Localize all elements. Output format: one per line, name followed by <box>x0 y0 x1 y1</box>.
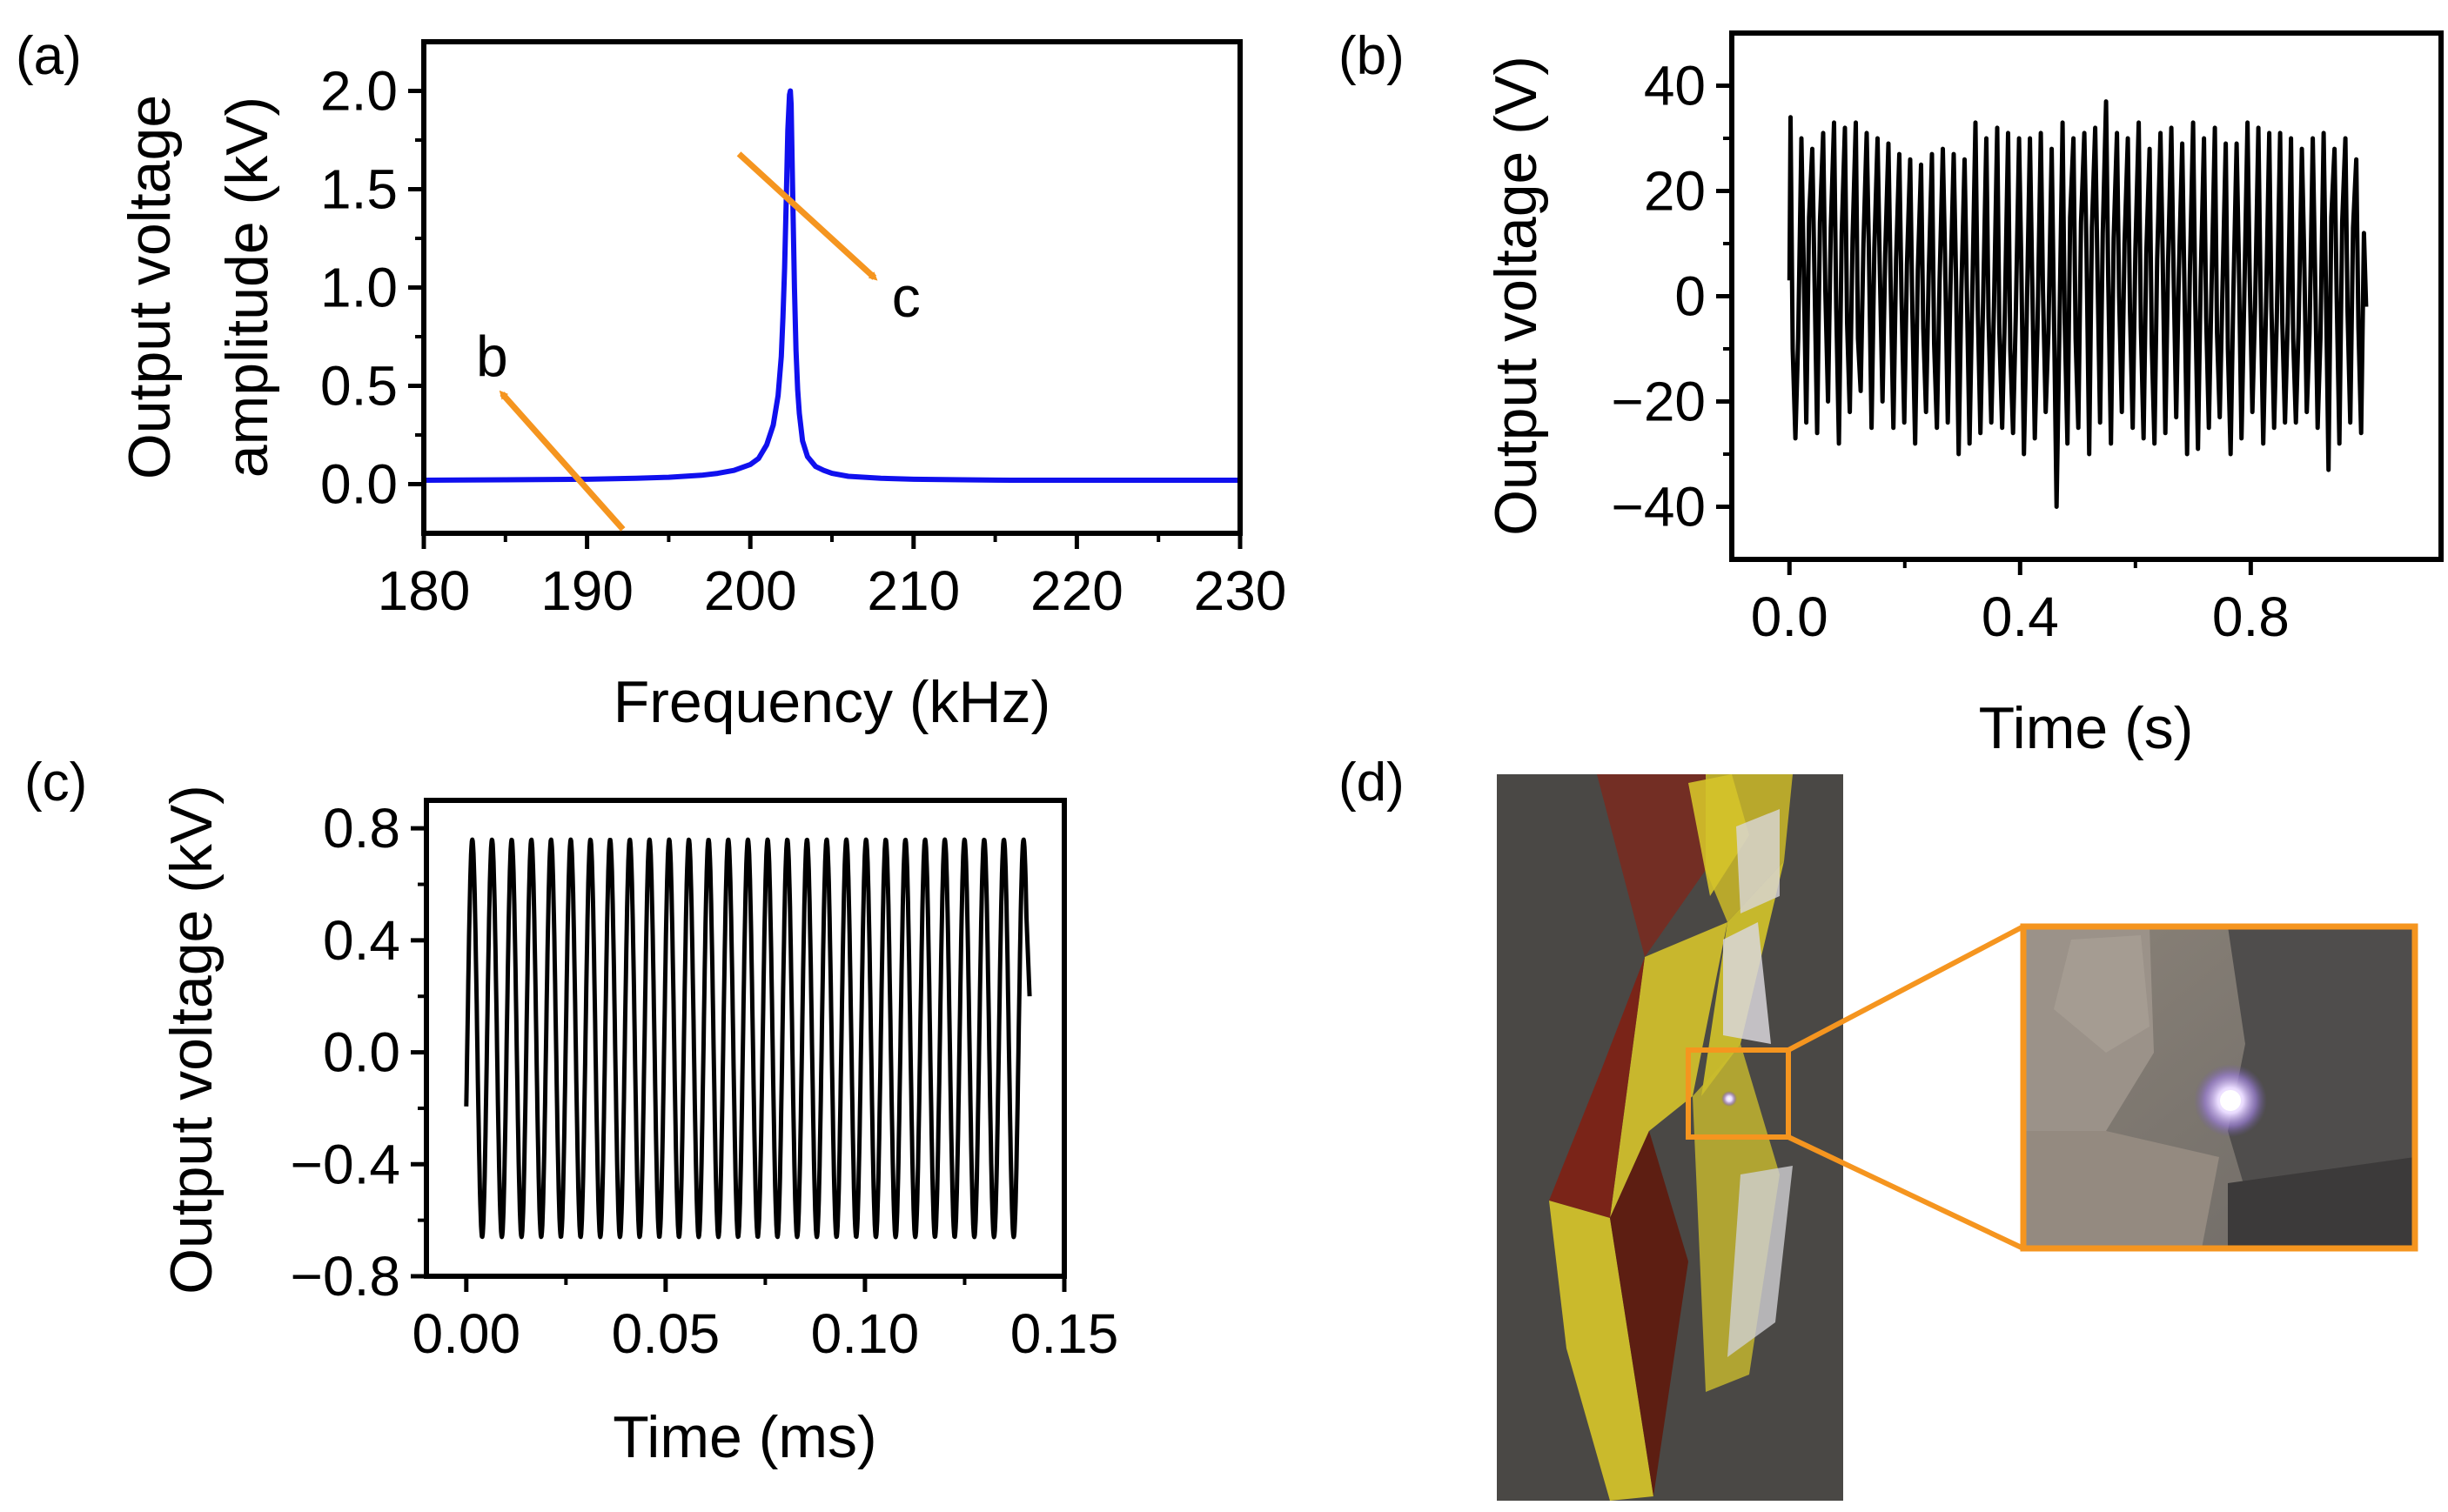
panel-c-x-axis-title: Time (ms) <box>613 1404 876 1470</box>
y-tick-label: −0.8 <box>291 1245 400 1308</box>
panel-a-label: (a) <box>16 26 82 86</box>
x-tick-label: 0.4 <box>1982 585 2059 648</box>
panel-c-frame <box>424 798 1067 1279</box>
panel-a-x-axis-title: Frequency (kHz) <box>614 669 1051 735</box>
panel-d-photo: (d) <box>1338 753 2418 1501</box>
series-line-sinusoid <box>464 837 1032 1240</box>
y-tick-label: 20 <box>1644 160 1706 223</box>
y-tick-label: 2.0 <box>320 60 398 123</box>
panel-b-x-axis: 0.0 0.4 0.8 <box>1751 559 2290 648</box>
x-tick-label: 0.05 <box>612 1302 721 1365</box>
x-tick-label: 0.15 <box>1010 1302 1119 1365</box>
annotation-label-c: c <box>892 264 921 329</box>
panel-a-y-axis: 0.0 0.5 1.0 1.5 2.0 <box>320 60 424 516</box>
panel-a-y-axis-title-line1: Output voltage <box>117 95 183 479</box>
series-line-amplitude <box>423 88 1240 483</box>
y-tick-label: −20 <box>1611 371 1706 433</box>
y-tick-label: 0 <box>1674 265 1706 328</box>
annotation-label-b: b <box>476 324 508 389</box>
panel-b-label: (b) <box>1338 26 1405 86</box>
y-tick-label: −0.4 <box>291 1133 400 1195</box>
panel-a-x-axis: 180 190 200 210 220 230 <box>378 533 1287 622</box>
panel-c-time-chart-ms: (c) 0.00 0.05 0.10 0.15 −0.8 −0.4 0.0 0.4 0.8 T… <box>24 753 1118 1470</box>
panel-c-y-axis: −0.8 −0.4 0.0 0.4 0.8 <box>291 797 426 1308</box>
x-tick-label: 0.0 <box>1751 585 1828 648</box>
panel-b-plot-area <box>1787 99 2369 509</box>
y-tick-label: 0.5 <box>320 355 398 418</box>
y-tick-label: 0.8 <box>323 797 400 860</box>
x-tick-label: 220 <box>1030 559 1123 622</box>
panel-a-annotations: bc <box>476 151 921 532</box>
y-tick-label: 0.0 <box>323 1021 400 1084</box>
panel-b-time-chart-seconds: (b) 0.0 0.4 0.8 −40 −20 0 20 40 Time (s) Outpu… <box>1338 26 2444 761</box>
series-line-noise-signal <box>1787 99 2369 509</box>
x-tick-label: 200 <box>704 559 797 622</box>
y-tick-label: 1.0 <box>320 257 398 319</box>
y-tick-label: 40 <box>1644 55 1706 117</box>
panel-c-label: (c) <box>24 753 87 813</box>
panel-c-y-axis-title: Output voltage (kV) <box>158 785 225 1295</box>
y-tick-label: 1.5 <box>320 158 398 221</box>
panel-a-y-axis-title-line2: amplitude (kV) <box>214 97 280 478</box>
y-tick-label: 0.4 <box>323 909 400 972</box>
panel-a-frequency-chart: (a) 180 190 200 210 220 230 0.0 0.5 1.0 1.5 2.0 F… <box>16 26 1286 735</box>
panel-b-x-axis-title: Time (s) <box>1979 695 2194 761</box>
panel-b-y-axis-title: Output voltage (V) <box>1483 56 1549 536</box>
y-tick-label: 0.0 <box>320 453 398 516</box>
panel-c-plot-area <box>464 837 1032 1240</box>
y-tick-label: −40 <box>1611 476 1706 539</box>
x-tick-label: 230 <box>1194 559 1287 622</box>
panel-c-x-axis: 0.00 0.05 0.10 0.15 <box>412 1276 1119 1365</box>
photo-main <box>1497 774 1843 1501</box>
panel-a-plot-area <box>423 88 1240 483</box>
panel-d-label: (d) <box>1338 753 1405 813</box>
x-tick-label: 0.10 <box>811 1302 920 1365</box>
x-tick-label: 190 <box>540 559 634 622</box>
x-tick-label: 0.8 <box>2212 585 2290 648</box>
x-tick-label: 180 <box>378 559 471 622</box>
x-tick-label: 0.00 <box>412 1302 521 1365</box>
photo-inset <box>1787 923 2418 1252</box>
x-tick-label: 210 <box>867 559 960 622</box>
panel-a-frame <box>421 39 1243 536</box>
annotation-arrow-c <box>736 151 878 281</box>
panel-b-y-axis: −40 −20 0 20 40 <box>1611 55 1732 539</box>
annotation-arrow-b <box>499 390 626 532</box>
